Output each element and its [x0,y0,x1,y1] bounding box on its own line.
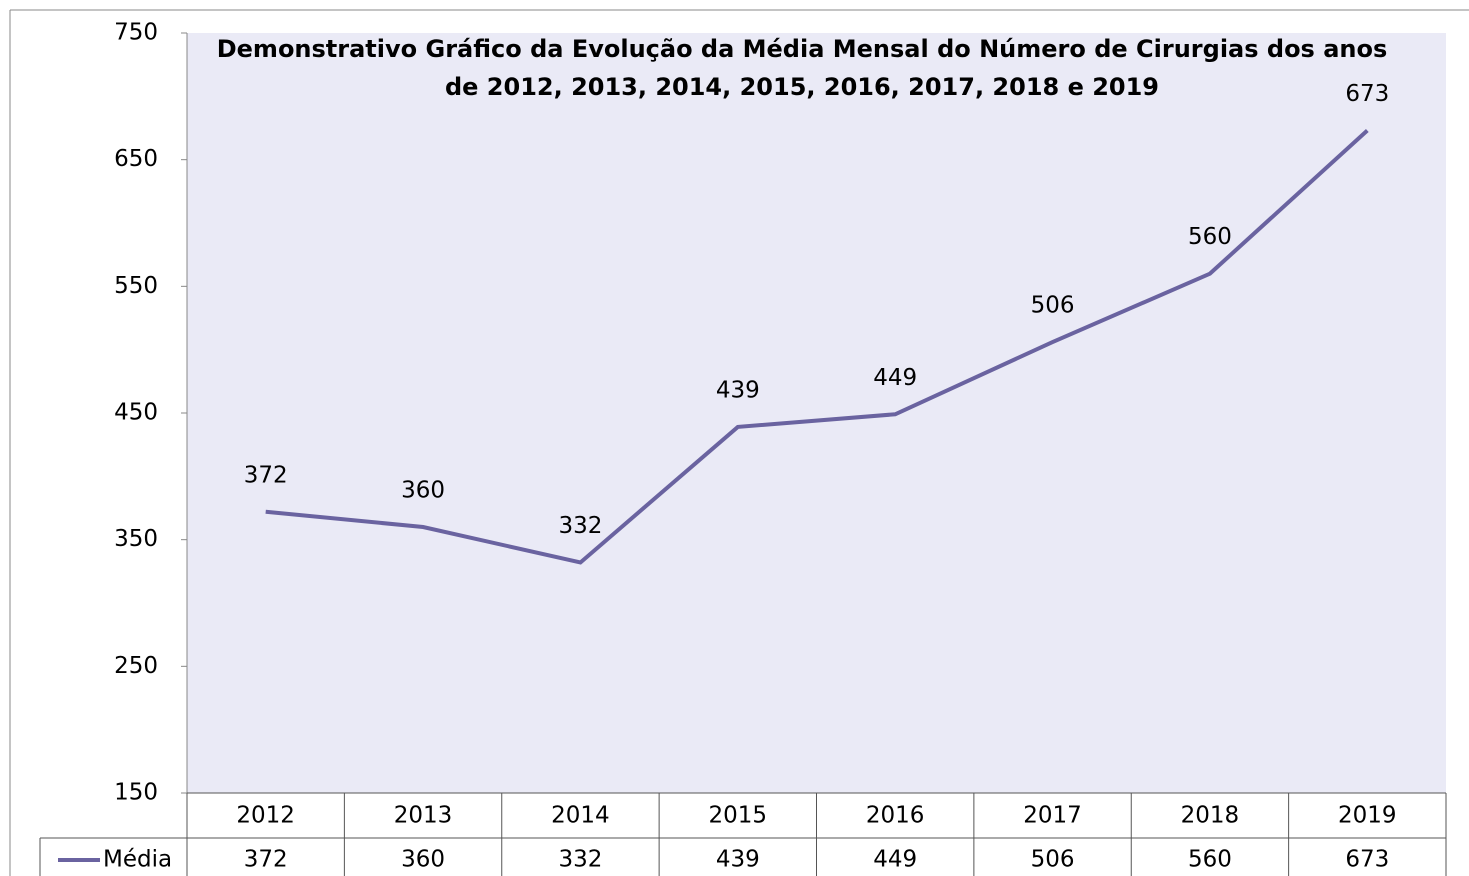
x-tick-label: 2013 [394,803,453,829]
table-value: 449 [873,847,917,873]
data-label: 506 [1031,293,1075,319]
data-label: 673 [1345,81,1389,107]
x-tick-label: 2017 [1023,803,1082,829]
x-tick-label: 2019 [1338,803,1397,829]
table-value: 360 [401,847,445,873]
x-tick-label: 2014 [551,803,610,829]
data-label: 360 [401,478,445,504]
data-label: 560 [1188,224,1232,250]
chart-title: Demonstrativo Gráfico da Evolução da Méd… [217,35,1388,63]
x-tick-label: 2015 [709,803,768,829]
y-tick-label: 150 [114,780,158,806]
y-tick-label: 750 [114,20,158,46]
legend-label: Média [103,847,172,873]
y-tick-label: 250 [114,653,158,679]
x-tick-label: 2018 [1181,803,1240,829]
line [265,129,1369,565]
data-label: 439 [716,377,760,403]
y-tick-label: 450 [114,400,158,426]
table-value: 506 [1031,847,1075,873]
table-value: 332 [558,847,602,873]
y-tick-label: 350 [114,526,158,552]
x-tick-label: 2012 [236,803,295,829]
table-value: 560 [1188,847,1232,873]
table-value: 439 [716,847,760,873]
data-label: 449 [873,365,917,391]
data-label: 332 [558,513,602,539]
x-tick-label: 2016 [866,803,925,829]
table-value: 372 [244,847,288,873]
plot-area [187,33,1446,793]
y-tick-label: 650 [114,146,158,172]
table-value: 673 [1345,847,1389,873]
chart-title: de 2012, 2013, 2014, 2015, 2016, 2017, 2… [445,73,1159,101]
y-tick-label: 550 [114,273,158,299]
data-label: 372 [244,462,288,488]
